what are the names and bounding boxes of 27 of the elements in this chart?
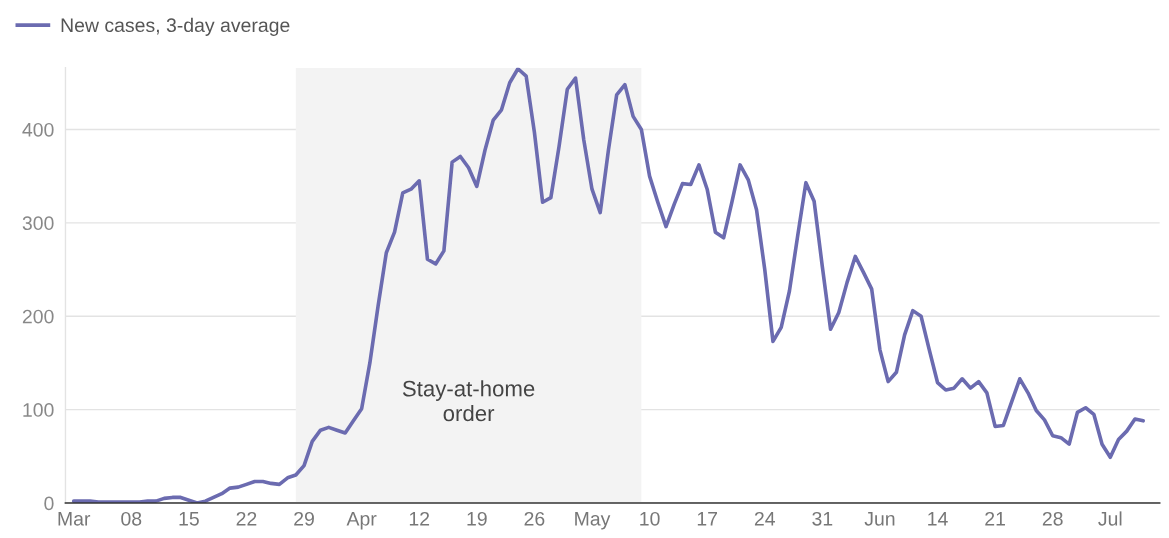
x-tick-label: Mar <box>58 512 91 526</box>
x-tick-label: Jun <box>864 512 895 526</box>
legend-label: New cases, 3-day average <box>61 17 290 36</box>
y-tick-label: 400 <box>22 122 54 137</box>
band-label: Stay-at-home order <box>402 380 535 422</box>
x-tick-label: Apr <box>346 512 377 530</box>
x-tick-label: 21 <box>985 511 1005 526</box>
x-tick-label: 14 <box>928 512 948 526</box>
y-tick-label: 100 <box>23 403 54 417</box>
x-tick-label: 24 <box>754 511 775 526</box>
x-tick-label: 28 <box>1042 511 1063 526</box>
x-tick-label: May <box>575 512 611 530</box>
x-tick-label: 15 <box>179 512 199 526</box>
y-tick-label: 300 <box>22 216 54 231</box>
x-tick-label: 17 <box>697 512 717 526</box>
x-tick-label: 12 <box>409 511 430 526</box>
x-tick-label: 19 <box>467 511 487 526</box>
x-tick-label: 08 <box>121 511 142 526</box>
x-tick-label: 10 <box>640 511 660 526</box>
x-tick-label: 22 <box>236 511 257 526</box>
x-tick-label: 26 <box>524 511 545 526</box>
y-tick-label: 200 <box>22 309 54 324</box>
x-tick-label: 31 <box>812 511 833 526</box>
x-tick-label: Jul <box>1098 511 1122 526</box>
y-tick-label: 0 <box>44 496 54 511</box>
x-tick-label: 29 <box>294 511 314 526</box>
line-series <box>71 67 1145 504</box>
